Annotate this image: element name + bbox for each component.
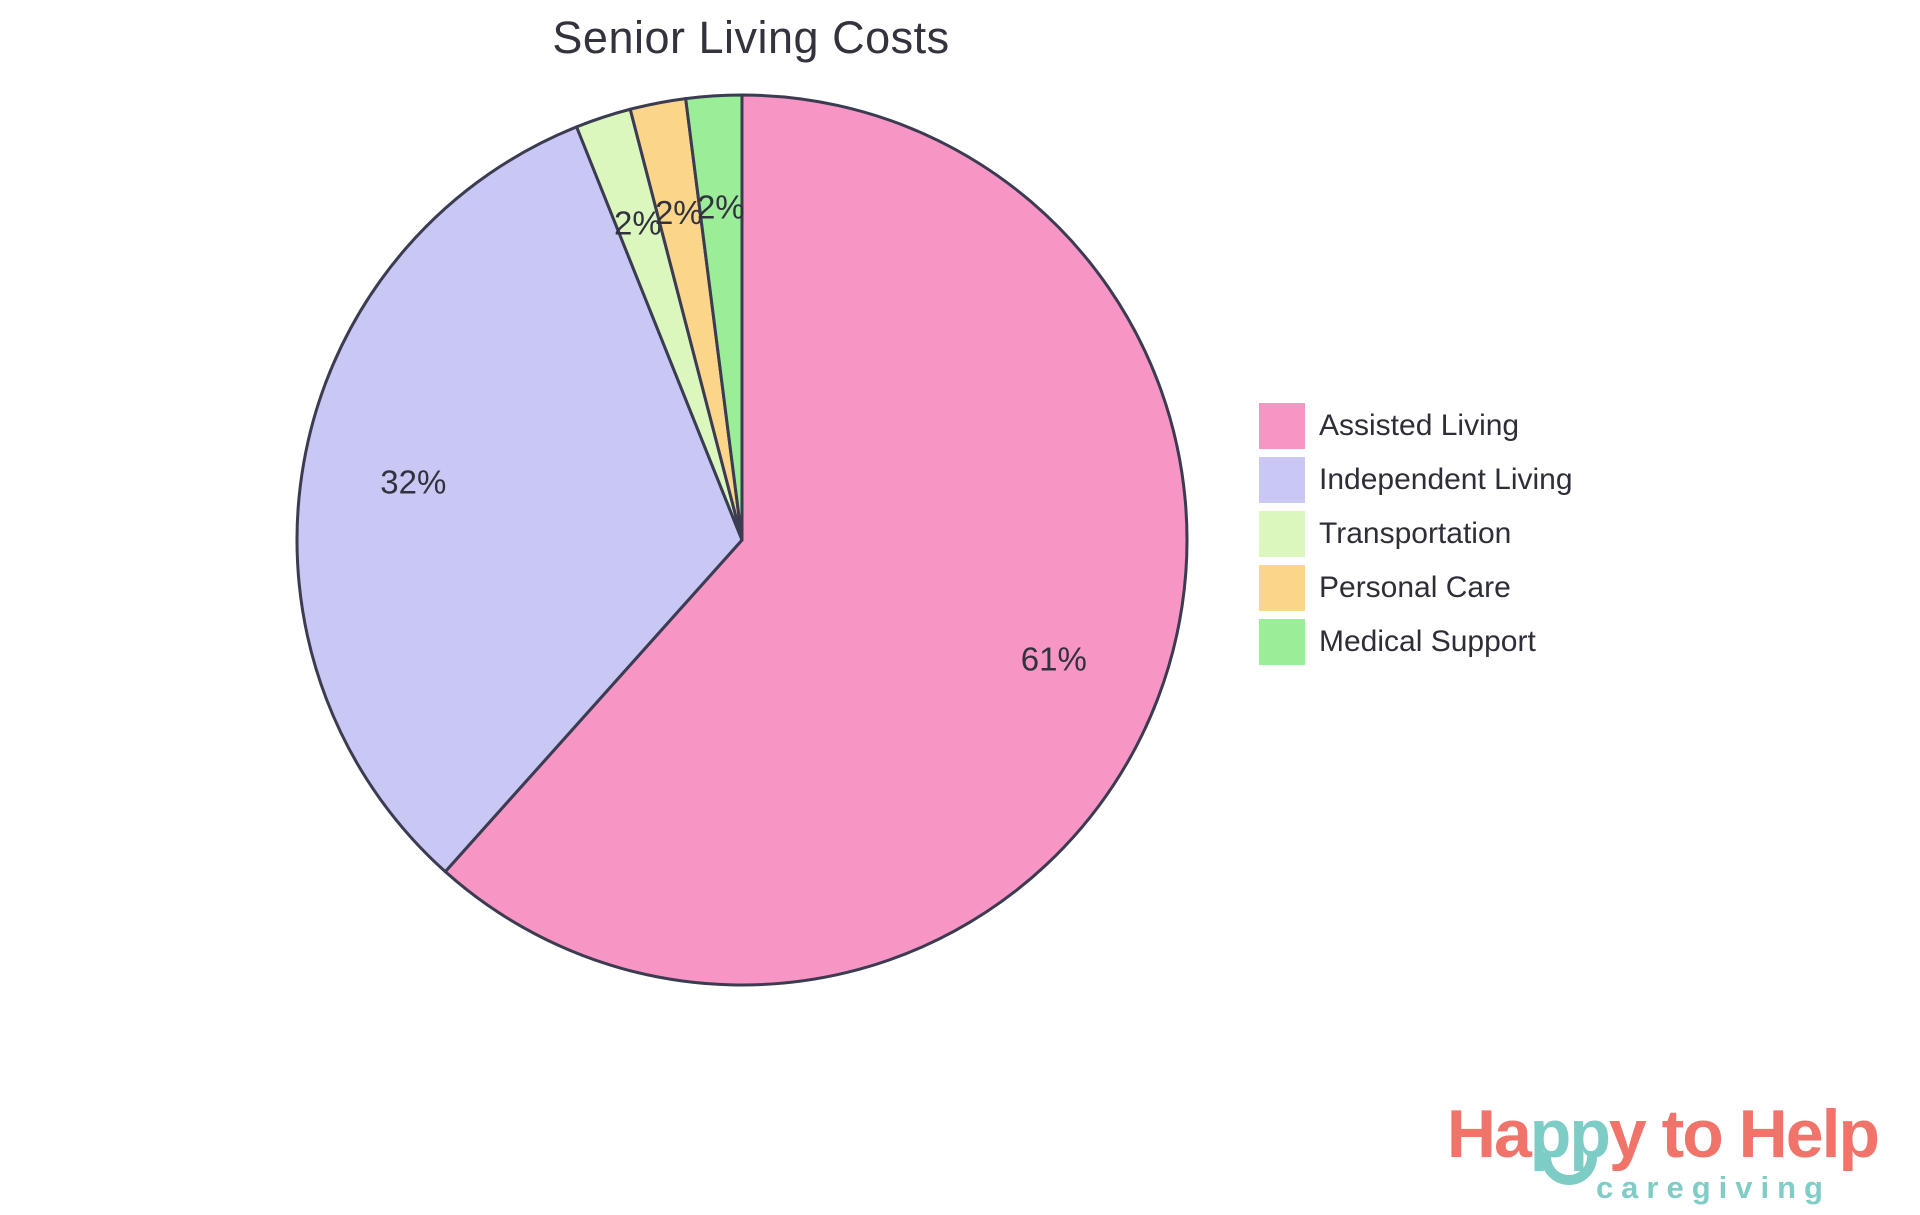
legend: Assisted Living Independent Living Trans…: [1259, 403, 1573, 665]
legend-label: Transportation: [1319, 517, 1512, 550]
smile-icon: [1541, 1152, 1598, 1185]
logo-wordmark: Happ y to Help: [1447, 1100, 1880, 1185]
logo-text-coral: Ha: [1446, 1096, 1532, 1172]
pie-slice-independent-living: [295, 125, 744, 874]
legend-label: Independent Living: [1319, 463, 1573, 496]
logo-text-teal-pp: pp: [1530, 1100, 1611, 1185]
legend-label: Medical Support: [1319, 625, 1536, 658]
pie-percent-label-transportation: 2%: [614, 204, 662, 241]
legend-label: Personal Care: [1319, 571, 1511, 604]
pie-slice-medical-support: [684, 93, 744, 542]
logo-tagline: caregiving: [1595, 1170, 1831, 1205]
legend-label: Assisted Living: [1319, 409, 1520, 442]
pie-percent-label-personal-care: 2%: [655, 194, 703, 231]
pie-percent-label-assisted-living: 61%: [1021, 641, 1087, 678]
legend-swatch-personal-care: [1259, 565, 1305, 611]
pie-slice-assisted-living: [443, 93, 1189, 987]
chart-title: Senior Living Costs: [552, 12, 950, 63]
happy-to-help-logo: Happ y to Help caregiving: [1447, 1100, 1880, 1205]
pie-percent-label-medical-support: 2%: [697, 188, 745, 225]
legend-swatch-independent-living: [1259, 457, 1305, 503]
legend-swatch-medical-support: [1259, 619, 1305, 665]
legend-item-transportation: Transportation: [1259, 511, 1573, 557]
pie-percent-label-independent-living: 32%: [380, 464, 446, 501]
legend-item-independent-living: Independent Living: [1259, 457, 1573, 503]
logo-text-coral-2: y to Help: [1608, 1096, 1880, 1172]
legend-swatch-assisted-living: [1259, 403, 1305, 449]
legend-swatch-transportation: [1259, 511, 1305, 557]
legend-item-medical-support: Medical Support: [1259, 619, 1573, 665]
legend-item-personal-care: Personal Care: [1259, 565, 1573, 611]
legend-item-assisted-living: Assisted Living: [1259, 403, 1573, 449]
